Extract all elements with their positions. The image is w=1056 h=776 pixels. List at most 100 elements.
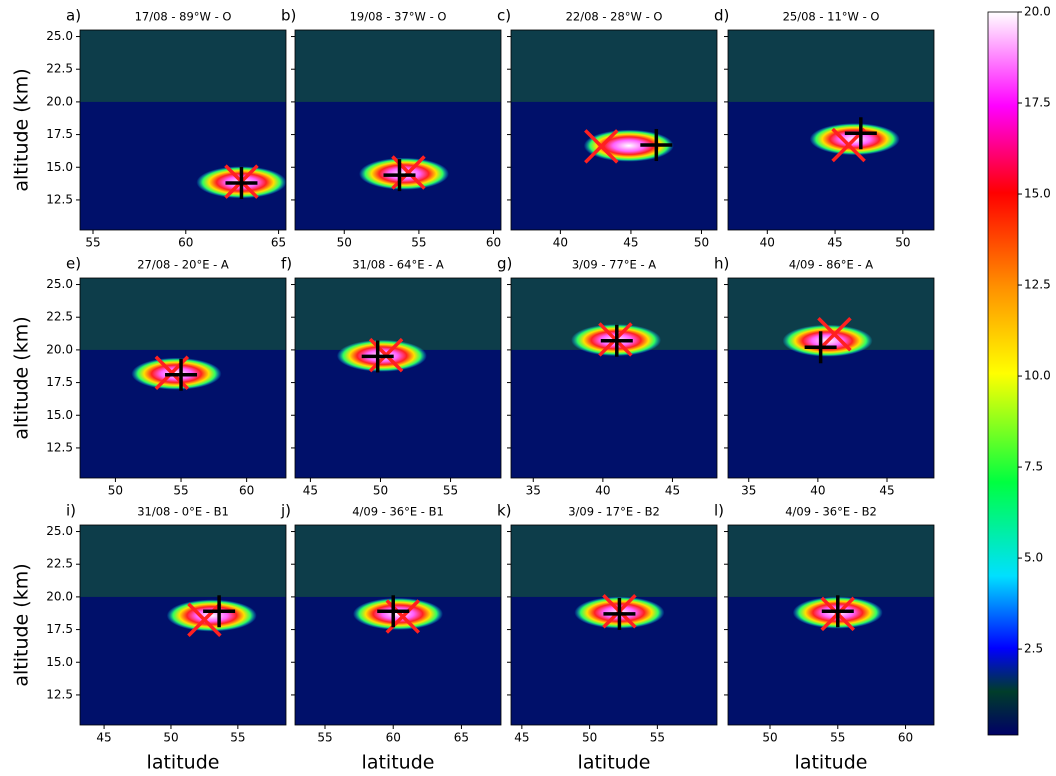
- y-tick-label: 12.5: [46, 687, 73, 701]
- plus-marker: [165, 358, 198, 391]
- x-tick-label: 50: [337, 236, 352, 250]
- x-tick-label: 55: [173, 484, 188, 498]
- axes-frame: [79, 277, 287, 479]
- x-tick-label: 40: [810, 484, 825, 498]
- x-tick-label: 35: [526, 484, 541, 498]
- upper-layer: [728, 30, 934, 102]
- plus-marker: [804, 331, 837, 364]
- plus-marker: [821, 595, 854, 628]
- y-tick-label: 25.0: [46, 29, 73, 43]
- x-marker: [584, 129, 619, 164]
- x-tick-label: 65: [454, 731, 469, 745]
- panel-title: 4/09 - 36°E - B2: [785, 505, 877, 519]
- axes-frame: [727, 277, 935, 479]
- y-tick-label: 25.0: [46, 524, 73, 538]
- panel-title: 27/08 - 20°E - A: [137, 258, 229, 272]
- x-tick-label: 40: [595, 484, 610, 498]
- x-tick-label: 45: [514, 731, 529, 745]
- axes-frame: [294, 524, 502, 726]
- y-tick-label: 20.0: [46, 342, 73, 356]
- y-axis-label: altitude (km): [11, 68, 33, 191]
- y-tick-label: 25.0: [46, 277, 73, 291]
- y-tick-label: 22.5: [46, 557, 73, 571]
- x-tick-label: 55: [650, 731, 665, 745]
- x-stroke: [817, 316, 852, 352]
- panel-letter: l): [714, 502, 724, 520]
- plus-marker: [383, 159, 416, 192]
- panel-letter: j): [280, 502, 291, 520]
- y-tick-label: 22.5: [46, 310, 73, 324]
- plus-marker: [225, 166, 258, 199]
- axes-frame: [510, 29, 718, 231]
- y-tick-label: 17.5: [46, 375, 73, 389]
- panel-title: 4/09 - 86°E - A: [789, 258, 873, 272]
- panel-letter: f): [281, 255, 292, 273]
- x-stroke: [187, 602, 222, 638]
- panel-letter: c): [497, 7, 511, 25]
- panel-title: 19/08 - 37°W - O: [350, 10, 447, 24]
- plus-marker: [377, 595, 410, 628]
- panel-letter: i): [66, 502, 76, 520]
- upper-layer: [295, 278, 501, 350]
- x-tick-label: 45: [303, 484, 318, 498]
- plus-marker: [640, 129, 673, 162]
- upper-layer: [80, 30, 286, 102]
- colorbar-tick-label: 17.5: [1024, 96, 1051, 110]
- panel-title: 25/08 - 11°W - O: [783, 10, 880, 24]
- y-tick-label: 12.5: [46, 192, 73, 206]
- plus-marker: [361, 340, 394, 373]
- x-tick-label: 60: [239, 484, 254, 498]
- y-tick-label: 15.0: [46, 160, 73, 174]
- y-tick-label: 20.0: [46, 94, 73, 108]
- x-tick-label: 55: [230, 731, 245, 745]
- x-tick-label: 60: [898, 731, 913, 745]
- x-tick-label: 55: [443, 484, 458, 498]
- x-tick-label: 50: [895, 236, 910, 250]
- plus-marker: [600, 324, 633, 357]
- upper-layer: [511, 525, 717, 597]
- x-tick-label: 50: [108, 484, 123, 498]
- axes-frame: [294, 277, 502, 479]
- plus-marker: [844, 117, 877, 150]
- x-stroke: [584, 129, 619, 164]
- y-tick-label: 15.0: [46, 408, 73, 422]
- panel-letter: b): [281, 7, 296, 25]
- panel-letter: d): [714, 7, 729, 25]
- x-tick-label: 55: [317, 731, 332, 745]
- panel-title: 31/08 - 64°E - A: [352, 258, 444, 272]
- panel-title: 4/09 - 36°E - B1: [352, 505, 444, 519]
- y-tick-label: 12.5: [46, 440, 73, 454]
- x-tick-label: 65: [271, 236, 286, 250]
- x-axis-label: latitude: [147, 752, 220, 774]
- plus-marker: [203, 595, 236, 628]
- x-tick-label: 50: [694, 236, 709, 250]
- x-tick-label: 60: [386, 731, 401, 745]
- axes-frame: [79, 524, 287, 726]
- x-tick-label: 45: [879, 484, 894, 498]
- panel-title: 3/09 - 77°E - A: [572, 258, 656, 272]
- x-tick-label: 50: [762, 731, 777, 745]
- x-marker: [817, 316, 852, 352]
- colorbar-tick-label: 10.0: [1024, 369, 1051, 383]
- panel-title: 17/08 - 89°W - O: [135, 10, 232, 24]
- panel-letter: k): [497, 502, 512, 520]
- x-axis-label: latitude: [362, 752, 435, 774]
- x-tick-label: 45: [623, 236, 638, 250]
- x-axis-label: latitude: [578, 752, 651, 774]
- upper-layer: [295, 525, 501, 597]
- panel-letter: h): [714, 255, 729, 273]
- colorbar-tick-label: 5.0: [1024, 551, 1043, 565]
- x-tick-label: 45: [665, 484, 680, 498]
- x-tick-label: 55: [830, 731, 845, 745]
- y-axis-label: altitude (km): [11, 316, 33, 439]
- panel-letter: e): [66, 255, 81, 273]
- colorbar-tick-label: 12.5: [1024, 278, 1051, 292]
- x-tick-label: 35: [741, 484, 756, 498]
- x-tick-label: 50: [582, 731, 597, 745]
- axes-frame: [79, 29, 287, 231]
- upper-layer: [80, 278, 286, 350]
- x-tick-label: 45: [96, 731, 111, 745]
- colorbar-tick-label: 7.5: [1024, 460, 1043, 474]
- x-marker: [187, 602, 222, 638]
- x-tick-label: 60: [486, 236, 501, 250]
